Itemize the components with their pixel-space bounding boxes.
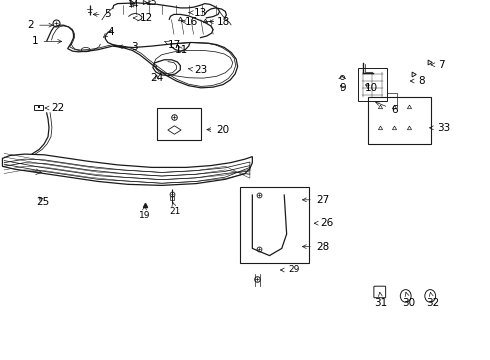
Text: 32: 32 xyxy=(426,292,440,308)
Text: 11: 11 xyxy=(174,45,188,55)
Text: 29: 29 xyxy=(280,266,300,274)
Text: 10: 10 xyxy=(365,83,377,93)
Text: 5: 5 xyxy=(93,9,111,19)
Bar xyxy=(157,108,201,140)
Text: 19: 19 xyxy=(139,205,150,220)
Text: 9: 9 xyxy=(340,83,346,93)
Text: 27: 27 xyxy=(302,195,329,205)
Text: 21: 21 xyxy=(170,202,181,216)
Text: 20: 20 xyxy=(207,125,229,135)
Bar xyxy=(240,187,309,263)
Bar xyxy=(34,105,43,110)
Bar xyxy=(358,68,387,101)
Text: 33: 33 xyxy=(430,123,450,133)
Text: 24: 24 xyxy=(150,73,164,84)
Text: 17: 17 xyxy=(165,40,181,50)
Text: 16: 16 xyxy=(182,17,198,27)
Text: 25: 25 xyxy=(36,197,50,207)
Text: 12: 12 xyxy=(133,13,153,23)
Text: 2: 2 xyxy=(27,20,53,30)
Text: 7: 7 xyxy=(431,60,444,70)
Text: 14: 14 xyxy=(127,0,139,9)
Text: 23: 23 xyxy=(189,65,208,75)
Text: 4: 4 xyxy=(103,27,114,37)
Text: 13: 13 xyxy=(189,8,208,18)
Text: 18: 18 xyxy=(209,17,230,27)
Text: 28: 28 xyxy=(302,242,329,252)
Text: 3: 3 xyxy=(119,42,138,52)
Text: 6: 6 xyxy=(376,102,398,115)
Text: 15: 15 xyxy=(146,0,158,7)
Text: 1: 1 xyxy=(32,36,62,46)
Text: 22: 22 xyxy=(45,103,65,113)
Bar xyxy=(368,97,431,144)
Text: 31: 31 xyxy=(374,292,388,308)
Text: 30: 30 xyxy=(403,292,416,308)
Text: 26: 26 xyxy=(315,218,334,228)
Text: 8: 8 xyxy=(410,76,425,86)
